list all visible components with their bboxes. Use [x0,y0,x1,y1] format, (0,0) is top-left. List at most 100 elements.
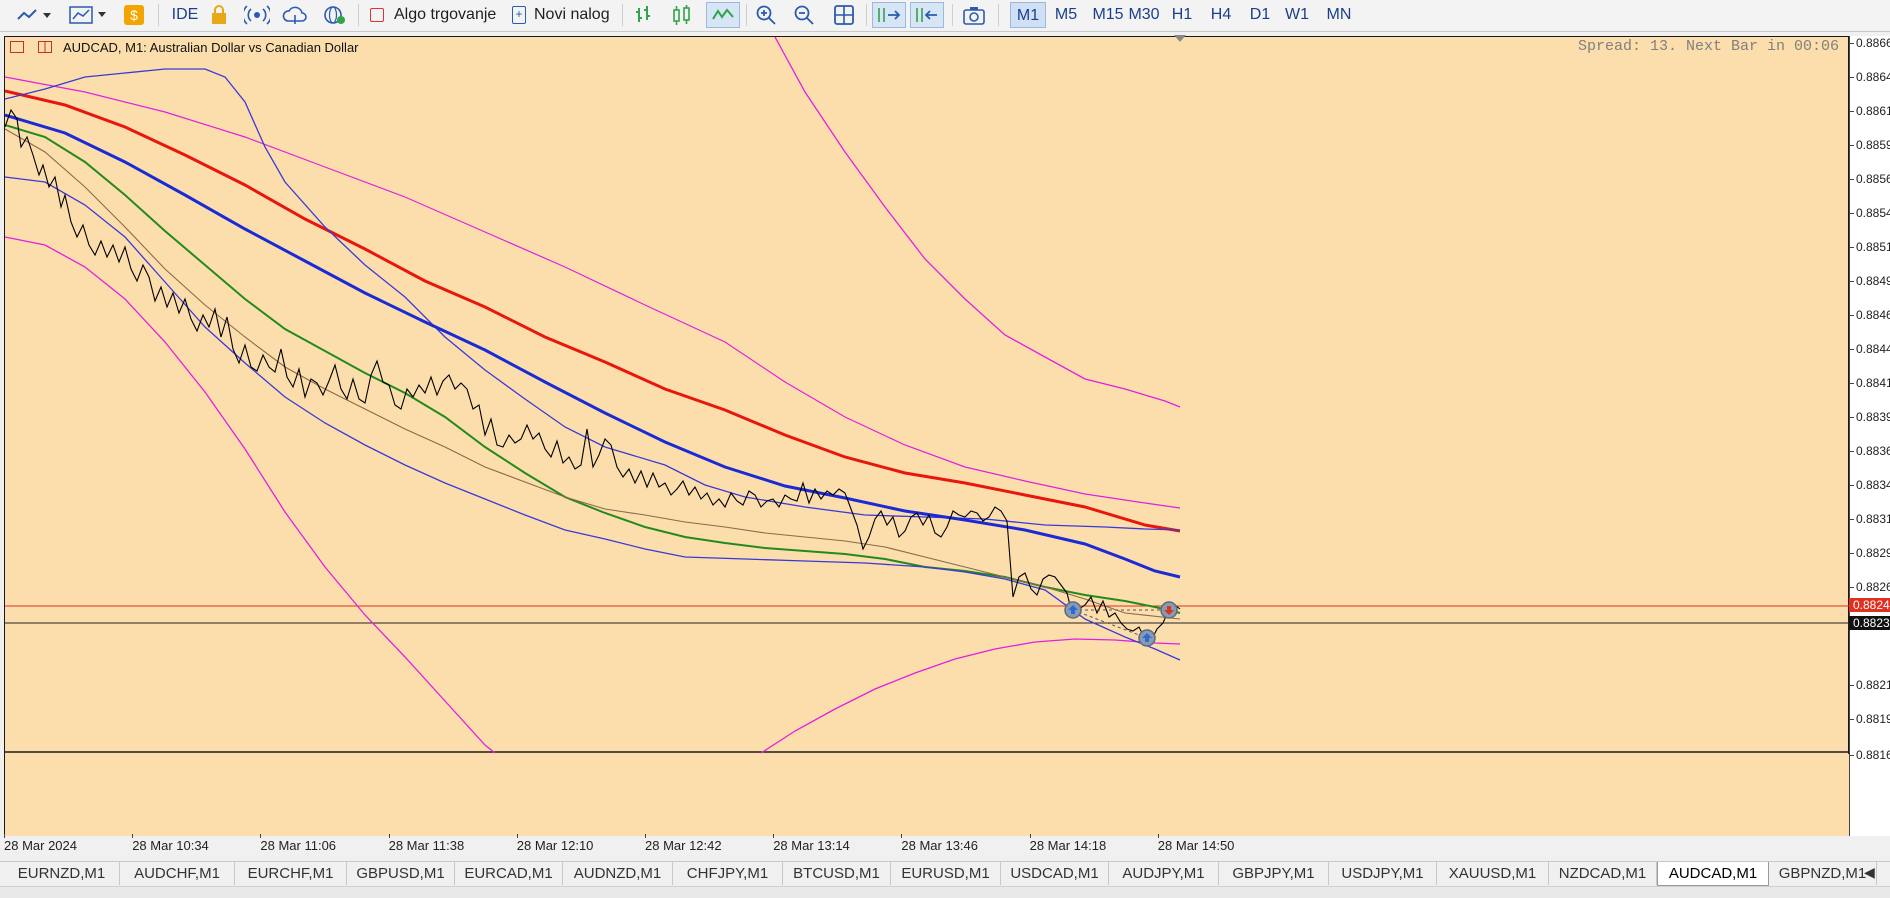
toolbar-separator [866,4,867,26]
symbol-tab[interactable]: EURNZD,M1 [4,862,120,885]
symbol-tab[interactable]: EURUSD,M1 [891,862,1001,885]
time-tick [516,834,518,838]
price-tick [1850,383,1854,384]
symbol-tab[interactable]: AUDCAD,M1 [1657,862,1769,886]
timeframe-h1[interactable]: H1 [1171,6,1193,23]
price-label: 0.88290 [1856,546,1890,560]
chart-toggle-icon[interactable] [38,41,52,53]
timeframe-mn[interactable]: MN [1326,6,1352,23]
symbol-tab[interactable]: NZDCAD,M1 [1549,862,1657,885]
zoom-in-icon[interactable] [752,2,780,28]
symbol-tab[interactable]: USDJPY,M1 [1329,862,1437,885]
symbol-tab[interactable]: AUDJPY,M1 [1109,862,1219,885]
time-label: 28 Mar 13:14 [773,838,850,853]
dollar-icon[interactable]: $ [120,2,148,28]
lower-envelope-outer-right [760,638,1181,754]
screenshot-icon[interactable] [960,2,988,28]
sell-arrow-icon[interactable] [1160,601,1178,619]
price-label: 0.88490 [1856,274,1890,288]
price-tick [1850,719,1854,720]
algo-trading-button[interactable]: Algo trgovanje [366,2,498,28]
chart-shift-marker[interactable] [1174,35,1186,42]
chart-shift-icon[interactable] [910,2,944,28]
timeframe-d1[interactable]: D1 [1249,6,1271,23]
toolbar: $ IDE Algo trgovanje + Novi nalog [0,0,1890,32]
buy-arrow-icon-arrow [1068,605,1078,614]
timeframe-m5[interactable]: M5 [1054,6,1078,23]
ide-label: IDE [171,6,199,23]
symbol-tab[interactable]: BTCUSD,M1 [783,862,891,885]
chart-canvas[interactable] [5,37,1850,836]
toolbar-separator [158,4,159,26]
price-label: 0.88460 [1856,308,1890,322]
price-label: 0.88410 [1856,376,1890,390]
scroll-left-icon[interactable]: ◀ [1864,864,1875,880]
price-tick [1850,519,1854,520]
time-label: 28 Mar 10:34 [132,838,209,853]
candlestick-icon[interactable] [668,2,696,28]
price-tick [1850,213,1854,214]
symbol-tab[interactable]: AUDNZD,M1 [563,862,673,885]
time-label: 28 Mar 14:50 [1157,838,1235,853]
lock-icon[interactable] [205,2,233,28]
ide-button[interactable]: IDE [165,2,205,28]
moving-average-thin [5,128,1181,620]
price-axis[interactable]: 0.88660 0.88640 0.88610 0.88590 0.88560 0.885… [1849,36,1890,836]
symbol-tab[interactable]: AUDCHF,M1 [120,862,235,885]
timeframe-m1[interactable]: M1 [1010,2,1046,28]
price-label: 0.88660 [1856,36,1890,50]
new-order-label: Novi nalog [534,6,610,23]
timeframe-w1[interactable]: W1 [1285,6,1309,23]
cloud-icon[interactable] [281,2,309,28]
time-label: 28 Mar 11:06 [260,838,337,853]
price-tick [1850,145,1854,146]
auto-scroll-icon[interactable] [872,2,906,28]
signal-icon[interactable] [243,2,271,28]
new-order-button[interactable]: + Novi nalog [508,2,616,28]
upper-envelope-outer [774,37,1181,408]
time-tick [645,834,646,838]
indicator-subwindow [5,754,1850,836]
time-tick [773,834,775,838]
symbol-tab[interactable]: USDCAD,M1 [1001,862,1109,885]
price-label: 0.88540 [1856,206,1890,220]
symbol-tab[interactable]: GBPNZD,M1 [1769,862,1877,885]
symbol-tab[interactable]: CHFJPY,M1 [673,862,783,885]
price-label: 0.88440 [1856,342,1890,356]
chart-indicators-icon[interactable] [66,2,110,28]
buy-arrow-icon[interactable] [1138,629,1156,647]
chart-window[interactable] [4,36,1850,836]
globe-icon[interactable] [321,2,349,28]
grid-icon[interactable] [830,2,858,28]
time-label: 28 Mar 14:18 [1029,838,1107,853]
sell-arrow-icon-arrow [1164,606,1174,615]
price-tick [1850,417,1854,418]
price-label: 0.88560 [1856,172,1890,186]
price-label: 0.88340 [1856,478,1890,492]
chart-list-icon[interactable] [10,41,24,53]
buy-arrow-icon[interactable] [1064,601,1082,619]
symbol-tab[interactable]: EURCAD,M1 [455,862,563,885]
timeframe-h4[interactable]: H4 [1210,6,1232,23]
bar-chart-icon[interactable] [630,2,658,28]
symbol-tab[interactable]: GBPJPY,M1 [1219,862,1329,885]
time-label: 28 Mar 12:10 [516,838,594,853]
price-label: 0.88510 [1856,240,1890,254]
zoom-out-icon[interactable] [790,2,818,28]
moving-average-blue [5,113,1181,579]
status-strip [0,886,1890,898]
symbol-tab[interactable]: XAUUSD,M1 [1437,862,1549,885]
symbol-tab[interactable]: EURCHF,M1 [235,862,347,885]
line-chart-type-icon[interactable] [706,2,740,28]
price-label: 0.88210 [1856,678,1890,692]
symbol-tab[interactable]: GBPUSD,M1 [347,862,455,885]
upper-band-magenta [5,76,1181,509]
price-tick [1850,553,1854,554]
toolbar-separator [358,4,359,26]
timeframe-m15[interactable]: M15 [1092,6,1124,23]
line-chart-icon[interactable] [14,2,54,28]
timeframe-m30[interactable]: M30 [1128,6,1160,23]
symbol-tab-bar: ◀ EURNZD,M1 AUDCHF,M1 EURCHF,M1 GBPUSD,M1 EU… [0,861,1890,886]
price-tick [1850,77,1854,78]
algo-trading-label: Algo trgovanje [394,6,497,23]
